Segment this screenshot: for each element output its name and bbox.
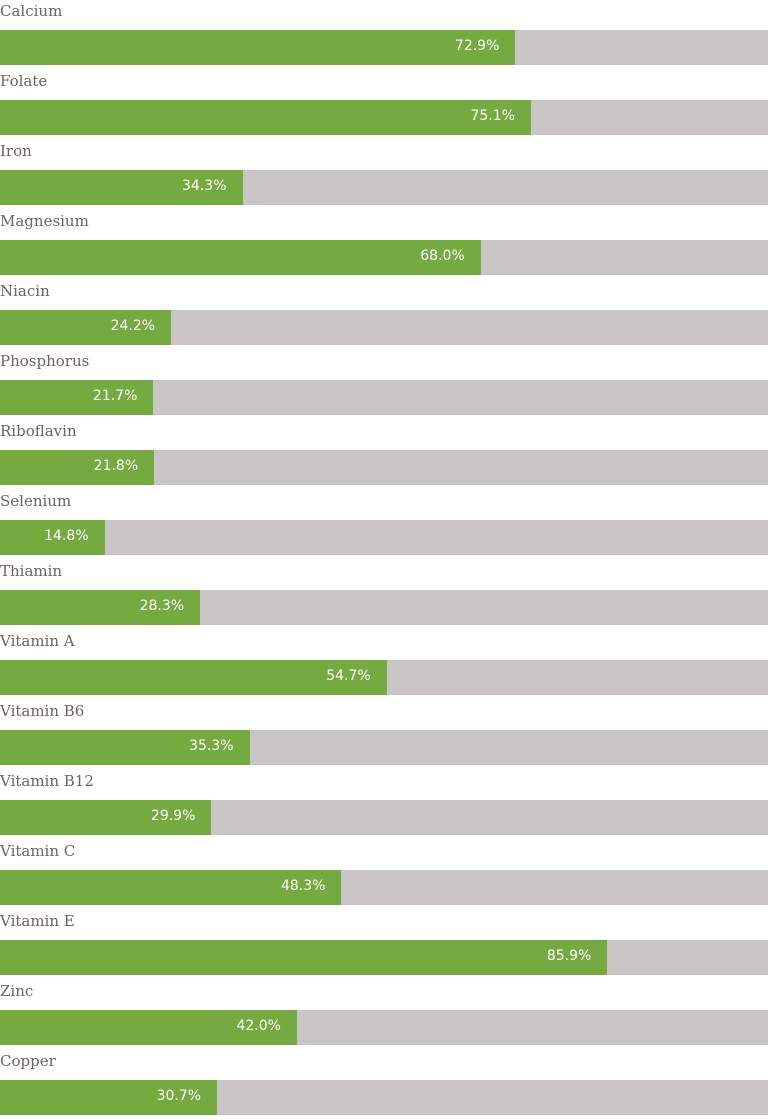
bar-track: 24.2% <box>0 310 768 345</box>
bar-fill: 68.0% <box>0 240 481 275</box>
bar-value-label: 68.0% <box>420 248 465 264</box>
bar-label: Vitamin E <box>0 912 75 930</box>
bar-fill: 54.7% <box>0 660 387 695</box>
bar-track: 21.8% <box>0 450 768 485</box>
bar-fill: 85.9% <box>0 940 608 975</box>
bar-label: Thiamin <box>0 562 63 580</box>
bar-row: Vitamin B12 29.9% <box>0 770 768 840</box>
bar-row: Vitamin B6 35.3% <box>0 700 768 770</box>
bar-label: Magnesium <box>0 212 89 230</box>
bar-fill: 34.3% <box>0 170 243 205</box>
bar-label: Selenium <box>0 492 72 510</box>
bar-fill: 42.0% <box>0 1010 297 1045</box>
bar-row: Vitamin C 48.3% <box>0 840 768 910</box>
bar-fill: 75.1% <box>0 100 531 135</box>
bar-track: 14.8% <box>0 520 768 555</box>
bar-row: Iron 34.3% <box>0 140 768 210</box>
bar-track: 21.7% <box>0 380 768 415</box>
bar-value-label: 54.7% <box>326 668 371 684</box>
bar-track: 35.3% <box>0 730 768 765</box>
bar-label: Niacin <box>0 282 50 300</box>
bar-fill: 14.8% <box>0 520 105 555</box>
bar-value-label: 24.2% <box>110 318 156 334</box>
bar-row: Selenium 14.8% <box>0 490 768 560</box>
bar-label: Vitamin B12 <box>0 772 94 790</box>
bar-value-label: 14.8% <box>44 528 89 544</box>
bar-track: 29.9% <box>0 800 768 835</box>
bar-fill: 72.9% <box>0 30 516 65</box>
bar-track: 72.9% <box>0 30 768 65</box>
bar-value-label: 35.3% <box>189 738 234 754</box>
bar-value-label: 72.9% <box>454 38 500 54</box>
bar-label: Riboflavin <box>0 422 77 440</box>
bar-track: 85.9% <box>0 940 768 975</box>
bar-fill: 28.3% <box>0 590 201 625</box>
bar-value-label: 21.7% <box>92 388 138 404</box>
bar-value-label: 34.3% <box>182 178 227 194</box>
bar-row: Vitamin E 85.9% <box>0 910 768 980</box>
bar-row: Copper 30.7% <box>0 1050 768 1120</box>
bar-row: Thiamin 28.3% <box>0 560 768 630</box>
bar-label: Zinc <box>0 982 34 1000</box>
bar-label: Phosphorus <box>0 352 90 370</box>
bar-row: Zinc 42.0% <box>0 980 768 1050</box>
bar-fill: 48.3% <box>0 870 342 905</box>
bar-track: 34.3% <box>0 170 768 205</box>
bar-label: Vitamin C <box>0 842 76 860</box>
bar-track: 75.1% <box>0 100 768 135</box>
bar-label: Calcium <box>0 2 63 20</box>
bar-track: 68.0% <box>0 240 768 275</box>
bar-fill: 30.7% <box>0 1080 218 1115</box>
bar-value-label: 28.3% <box>139 598 185 614</box>
bar-row: Riboflavin 21.8% <box>0 420 768 490</box>
bar-row: Niacin 24.2% <box>0 280 768 350</box>
bar-row: Magnesium 68.0% <box>0 210 768 280</box>
bar-fill: 24.2% <box>0 310 172 345</box>
bar-fill: 21.7% <box>0 380 154 415</box>
bar-label: Copper <box>0 1052 56 1070</box>
bar-value-label: 21.8% <box>93 458 139 474</box>
bar-label: Iron <box>0 142 32 160</box>
bar-fill: 21.8% <box>0 450 155 485</box>
bar-value-label: 29.9% <box>150 808 196 824</box>
bar-row: Vitamin A 54.7% <box>0 630 768 700</box>
bar-track: 48.3% <box>0 870 768 905</box>
bar-row: Phosphorus 21.7% <box>0 350 768 420</box>
bar-label: Vitamin B6 <box>0 702 85 720</box>
bar-track: 28.3% <box>0 590 768 625</box>
bar-value-label: 42.0% <box>236 1018 281 1034</box>
bar-label: Vitamin A <box>0 632 75 650</box>
bar-value-label: 85.9% <box>546 948 592 964</box>
bar-label: Folate <box>0 72 48 90</box>
bar-track: 54.7% <box>0 660 768 695</box>
bar-track: 30.7% <box>0 1080 768 1115</box>
bar-value-label: 30.7% <box>156 1088 202 1104</box>
bar-fill: 35.3% <box>0 730 250 765</box>
bar-value-label: 48.3% <box>280 878 326 894</box>
bar-fill: 29.9% <box>0 800 212 835</box>
bar-track: 42.0% <box>0 1010 768 1045</box>
bar-row: Calcium 72.9% <box>0 0 768 70</box>
bar-value-label: 75.1% <box>470 108 515 124</box>
bar-row: Folate 75.1% <box>0 70 768 140</box>
